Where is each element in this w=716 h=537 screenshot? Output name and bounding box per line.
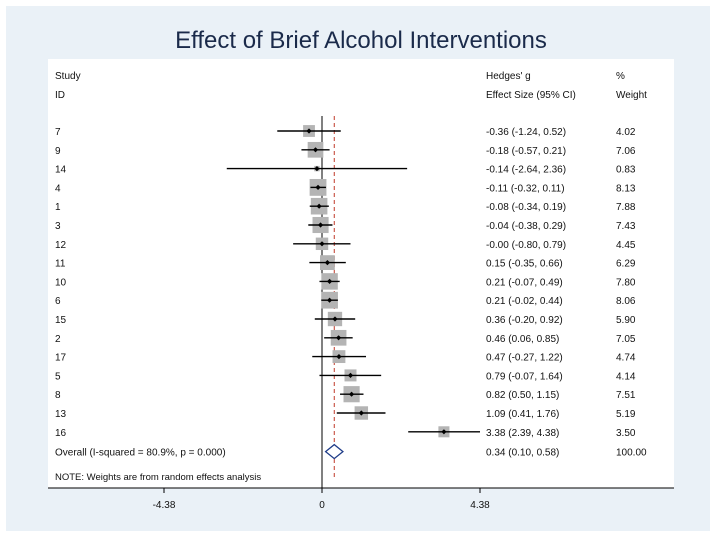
weight-label: 7.06	[616, 146, 636, 157]
plot-panel	[48, 59, 674, 488]
x-axis-ticks: -4.38 0 4.38	[153, 488, 490, 511]
effect-size-label: 0.82 (0.50, 1.15)	[486, 390, 559, 401]
effect-size-label: -0.14 (-2.64, 2.36)	[486, 165, 566, 176]
weight-label: 5.90	[616, 315, 636, 326]
point-estimate	[441, 429, 447, 435]
weight-label: 4.02	[616, 127, 636, 138]
study-id-label: 3	[55, 221, 61, 232]
header-study: Study	[55, 71, 81, 82]
weight-label: 0.83	[616, 165, 636, 176]
study-id-label: 12	[55, 240, 67, 251]
study-id-label: 4	[55, 183, 61, 194]
point-estimate	[316, 203, 322, 209]
point-estimate	[312, 147, 319, 153]
x-tick-label: -4.38	[153, 500, 176, 511]
weight-label: 7.43	[616, 221, 636, 232]
weight-label: 4.45	[616, 240, 636, 251]
weight-label: 5.19	[616, 409, 636, 420]
weight-label: 7.05	[616, 334, 636, 345]
study-id-label: 15	[55, 315, 67, 326]
weight-label: 3.50	[616, 428, 636, 439]
weight-label: 7.51	[616, 390, 636, 401]
effect-size-label: 0.36 (-0.20, 0.92)	[486, 315, 563, 326]
overall-label: Overall (I-squared = 80.9%, p = 0.000)	[55, 448, 226, 459]
weight-label: 8.06	[616, 296, 636, 307]
point-estimate	[317, 222, 324, 228]
point-estimate	[336, 354, 342, 360]
x-tick-label: 0	[319, 500, 325, 511]
header-id: ID	[55, 90, 65, 101]
effect-size-label: 1.09 (0.41, 1.76)	[486, 409, 559, 420]
study-id-label: 17	[55, 353, 67, 364]
effect-size-label: 0.21 (-0.07, 0.49)	[486, 277, 563, 288]
effect-size-label: -0.04 (-0.38, 0.29)	[486, 221, 566, 232]
overall-diamond	[324, 443, 344, 460]
point-estimate	[326, 278, 333, 284]
effect-size-label: -0.11 (-0.32, 0.11)	[486, 183, 565, 194]
x-tick-label: 4.38	[470, 500, 490, 511]
weight-label: 7.88	[616, 202, 636, 213]
point-estimate	[315, 184, 321, 190]
study-id-label: 16	[55, 428, 67, 439]
chart-title: Effect of Brief Alcohol Interventions	[175, 27, 547, 54]
weight-label: 4.14	[616, 371, 636, 382]
effect-size-label: -0.08 (-0.34, 0.19)	[486, 202, 566, 213]
header-weight: Weight	[616, 90, 647, 101]
effect-size-label: 3.38 (2.39, 4.38)	[486, 428, 559, 439]
effect-size-label: 0.21 (-0.02, 0.44)	[486, 296, 563, 307]
study-id-label: 14	[55, 165, 67, 176]
point-estimate	[332, 316, 338, 322]
overall-weight-label: 100.00	[616, 448, 647, 459]
weight-label: 4.74	[616, 353, 636, 364]
point-estimate	[306, 128, 312, 134]
effect-size-label: -0.00 (-0.80, 0.79)	[486, 240, 566, 251]
effect-size-label: -0.18 (-0.57, 0.21)	[486, 146, 566, 157]
header-effect-size: Effect Size (95% CI)	[486, 90, 576, 101]
study-id-label: 1	[55, 202, 61, 213]
study-id-label: 11	[55, 259, 66, 270]
study-id-label: 2	[55, 334, 61, 345]
weight-label: 8.13	[616, 183, 636, 194]
point-estimate	[314, 166, 320, 172]
point-estimate	[335, 335, 342, 341]
point-estimate	[326, 297, 333, 303]
effect-size-label: 0.15 (-0.35, 0.66)	[486, 259, 563, 270]
footnote: NOTE: Weights are from random effects an…	[55, 472, 261, 483]
header-percent: %	[616, 71, 625, 82]
chart-marks: 7 -0.36 (-1.24, 0.52) 4.02 9 -0.18 (-0.57, 0…	[55, 116, 647, 488]
forest-plot: Effect of Brief Alcohol Interventions St…	[48, 27, 674, 511]
effect-size-label: 0.46 (0.06, 0.85)	[486, 334, 559, 345]
study-id-label: 6	[55, 296, 61, 307]
study-id-label: 5	[55, 371, 61, 382]
effect-size-label: -0.36 (-1.24, 0.52)	[486, 127, 566, 138]
study-id-label: 13	[55, 409, 67, 420]
overall-effect-size-label: 0.34 (0.10, 0.58)	[486, 448, 559, 459]
weight-label: 7.80	[616, 277, 636, 288]
effect-size-label: 0.79 (-0.07, 1.64)	[486, 371, 563, 382]
point-estimate	[347, 372, 354, 378]
point-estimate	[319, 241, 325, 247]
point-estimate	[348, 391, 355, 397]
study-id-label: 8	[55, 390, 61, 401]
point-estimate	[358, 410, 364, 416]
study-id-label: 10	[55, 277, 67, 288]
header-hedges-g: Hedges' g	[486, 71, 531, 82]
study-id-label: 9	[55, 146, 61, 157]
chart-frame: Effect of Brief Alcohol Interventions St…	[6, 6, 710, 531]
study-id-label: 7	[55, 127, 61, 138]
weight-label: 6.29	[616, 259, 636, 270]
effect-size-label: 0.47 (-0.27, 1.22)	[486, 353, 563, 364]
